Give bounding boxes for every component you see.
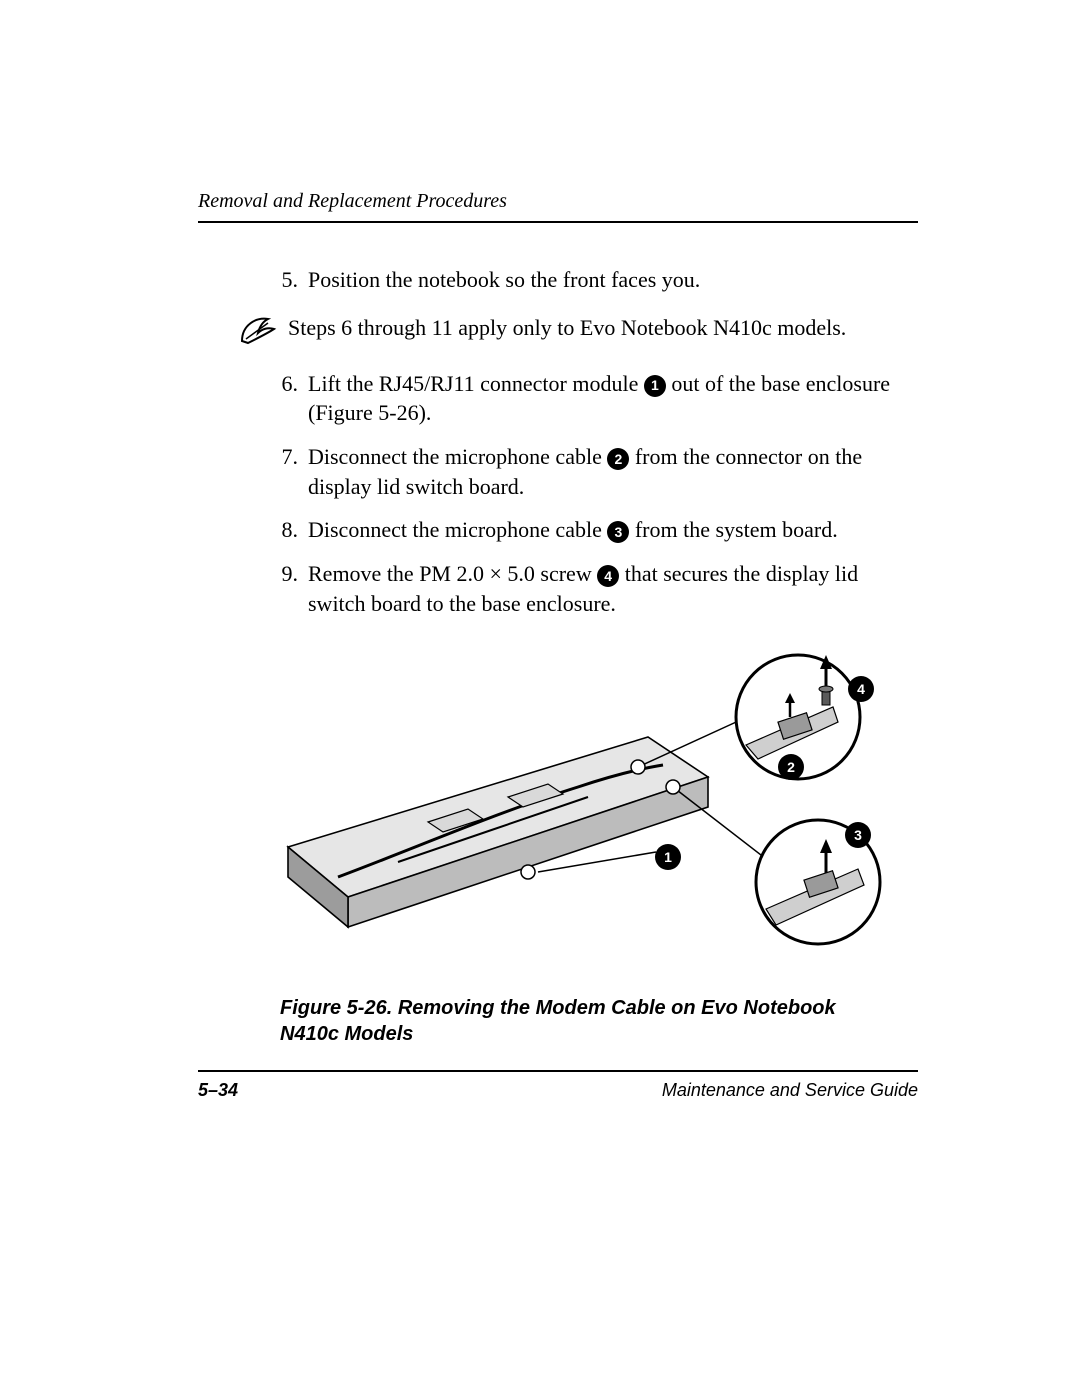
step-number: 8.	[198, 515, 308, 545]
page: Removal and Replacement Procedures 5. Po…	[0, 0, 1080, 1397]
note-text: Steps 6 through 11 apply only to Evo Not…	[288, 313, 846, 343]
content-area: Removal and Replacement Procedures 5. Po…	[198, 190, 918, 1047]
running-header: Removal and Replacement Procedures	[198, 190, 918, 223]
step-9: 9. Remove the PM 2.0 × 5.0 screw 4 that …	[198, 559, 918, 618]
figure: 1 2 3 4 Figure 5-26. Removing the Modem …	[198, 647, 918, 1047]
step-8: 8. Disconnect the microphone cable 3 fro…	[198, 515, 918, 545]
callout-badge: 3	[607, 521, 629, 543]
step-text: Disconnect the microphone cable 2 from t…	[308, 442, 918, 501]
step-text: Position the notebook so the front faces…	[308, 265, 918, 295]
callout-2-label: 2	[787, 759, 795, 775]
page-number: 5–34	[198, 1080, 238, 1101]
note: Steps 6 through 11 apply only to Evo Not…	[198, 313, 918, 347]
figure-illustration: 1 2 3 4	[278, 647, 918, 977]
step-5: 5. Position the notebook so the front fa…	[198, 265, 918, 295]
step-number: 6.	[198, 369, 308, 428]
callout-3-label: 3	[854, 827, 862, 843]
callout-badge: 4	[597, 565, 619, 587]
note-icon	[198, 313, 288, 347]
callout-badge: 2	[607, 448, 629, 470]
step-number: 5.	[198, 265, 308, 295]
step-number: 7.	[198, 442, 308, 501]
callout-4-label: 4	[857, 681, 865, 697]
step-text: Lift the RJ45/RJ11 connector module 1 ou…	[308, 369, 918, 428]
callout-1-label: 1	[664, 849, 672, 865]
figure-caption: Figure 5-26. Removing the Modem Cable on…	[280, 995, 840, 1047]
step-list: 5. Position the notebook so the front fa…	[198, 265, 918, 295]
step-list-cont: 6. Lift the RJ45/RJ11 connector module 1…	[198, 369, 918, 619]
step-text: Remove the PM 2.0 × 5.0 screw 4 that sec…	[308, 559, 918, 618]
guide-title: Maintenance and Service Guide	[662, 1080, 918, 1101]
callout-badge: 1	[644, 375, 666, 397]
step-text: Disconnect the microphone cable 3 from t…	[308, 515, 918, 545]
step-number: 9.	[198, 559, 308, 618]
step-7: 7. Disconnect the microphone cable 2 fro…	[198, 442, 918, 501]
footer: 5–34 Maintenance and Service Guide	[198, 1070, 918, 1101]
step-6: 6. Lift the RJ45/RJ11 connector module 1…	[198, 369, 918, 428]
